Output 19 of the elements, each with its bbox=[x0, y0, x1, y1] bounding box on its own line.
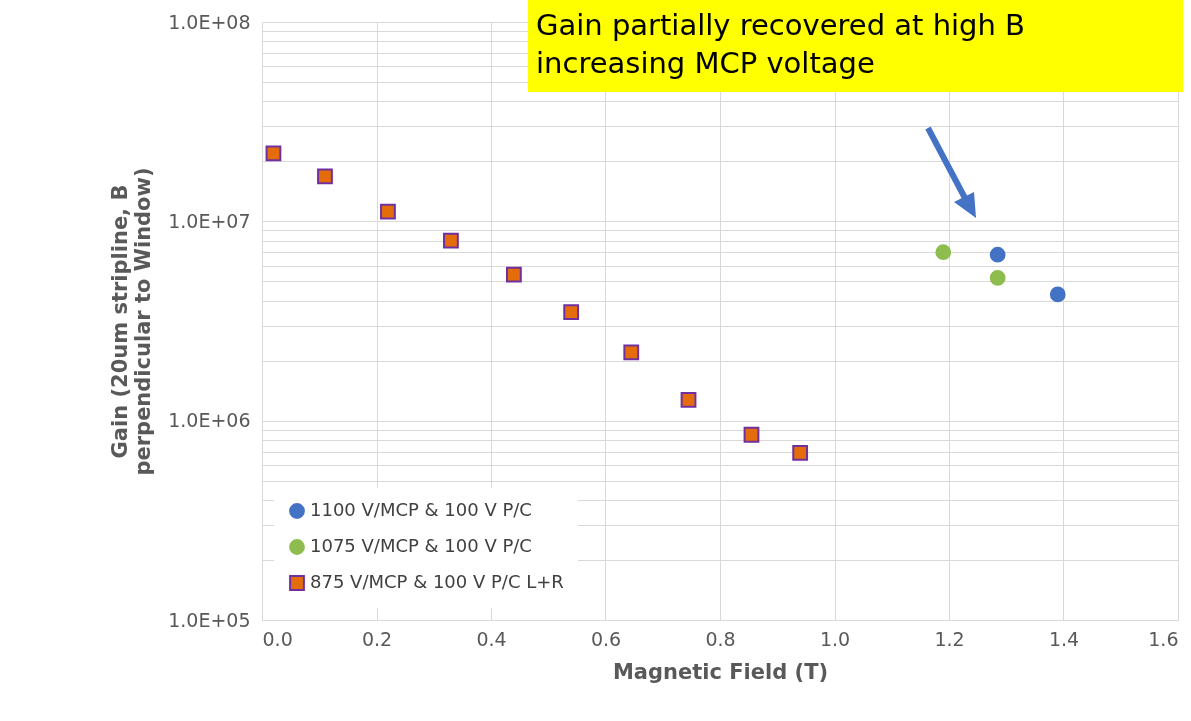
x-tick-label: 0.4 bbox=[476, 627, 507, 650]
y-tick-label: 1.0E+08 bbox=[168, 10, 251, 33]
x-tick-label: 0.8 bbox=[705, 627, 736, 650]
legend-label: 875 V/MCP & 100 V P/C L+R bbox=[310, 571, 564, 592]
x-tick-label: 0.0 bbox=[262, 627, 293, 650]
legend-label: 1100 V/MCP & 100 V P/C bbox=[310, 499, 532, 520]
x-tick-label: 1.4 bbox=[1048, 627, 1080, 650]
x-axis-title: Magnetic Field (T) bbox=[612, 659, 829, 684]
x-tick-label: 0.2 bbox=[361, 627, 393, 650]
x-tick-label: 1.6 bbox=[1148, 627, 1179, 650]
callout-box: Gain partially recovered at high B increasing MCP voltage bbox=[528, 0, 1183, 92]
y-tick-label: 1.0E+07 bbox=[168, 209, 251, 232]
x-tick-label: 0.6 bbox=[590, 627, 622, 650]
x-tick-label: 1.2 bbox=[934, 627, 965, 650]
y-axis-title: Gain (20um stripline, B perpendicular to Window) bbox=[108, 167, 156, 476]
y-tick-label: 1.0E+05 bbox=[168, 608, 251, 631]
x-tick-label: 1.0 bbox=[819, 627, 851, 650]
y-tick-label: 1.0E+06 bbox=[168, 409, 251, 432]
legend-label: 1075 V/MCP & 100 V P/C bbox=[310, 535, 532, 556]
